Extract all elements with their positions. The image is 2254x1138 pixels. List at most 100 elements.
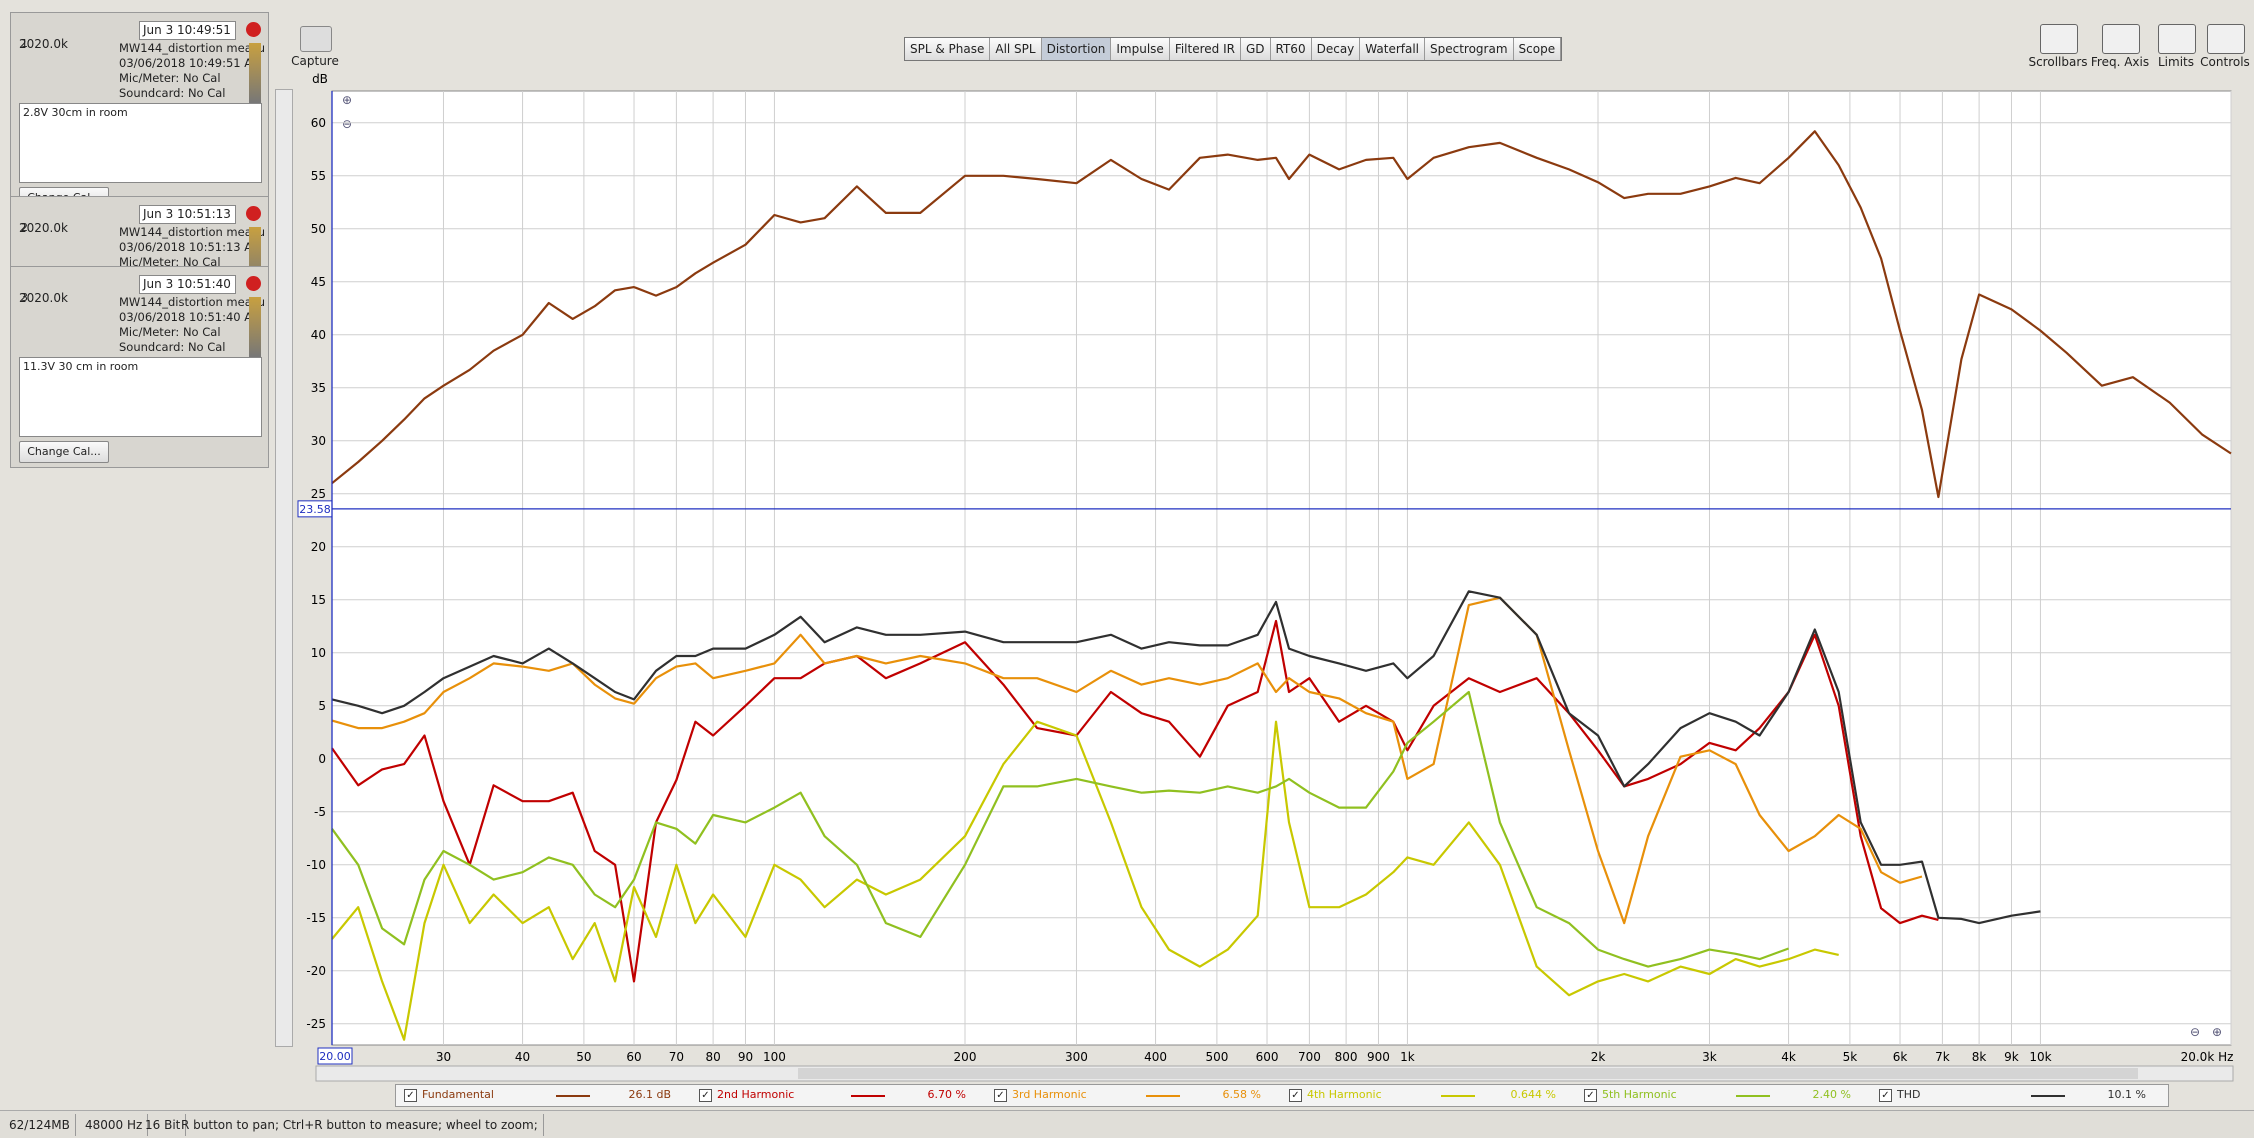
- tab[interactable]: Distortion: [1041, 38, 1112, 60]
- legend-item[interactable]: ✓ 5th Harmonic 2.40 %: [1576, 1085, 1871, 1106]
- thumb-min: 20: [19, 221, 35, 235]
- x-tick-label: 6k: [1893, 1050, 1908, 1064]
- tab[interactable]: GD: [1240, 38, 1271, 60]
- legend-checkbox[interactable]: ✓: [1584, 1089, 1597, 1102]
- legend-checkbox[interactable]: ✓: [1289, 1089, 1302, 1102]
- thumb-min: 20: [19, 291, 35, 305]
- zoom-icon[interactable]: ⊖: [2190, 1025, 2200, 1039]
- legend-item[interactable]: ✓ 3rd Harmonic 6.58 %: [986, 1085, 1281, 1106]
- tab[interactable]: Impulse: [1111, 38, 1170, 60]
- x-tick-label: 5k: [1843, 1050, 1858, 1064]
- measurement-panel: CollapseJun 3 10:49:5112020.0kMW144_dist…: [0, 0, 272, 1060]
- legend-item[interactable]: ✓ 4th Harmonic 0.644 %: [1281, 1085, 1576, 1106]
- y-tick-label: 40: [311, 328, 326, 342]
- legend-item[interactable]: ✓ 2nd Harmonic 6.70 %: [691, 1085, 986, 1106]
- measurement-name: MW144_distortion measu: [119, 295, 266, 309]
- x-tick-label: 10k: [2029, 1050, 2051, 1064]
- thumb-max: 20.0k: [34, 37, 68, 51]
- icon-strip[interactable]: [249, 43, 261, 103]
- zoom-icon[interactable]: ⊕: [2212, 1025, 2222, 1039]
- legend-item[interactable]: ✓ THD 10.1 %: [1871, 1085, 2166, 1106]
- thumb-max: 20.0k: [34, 291, 68, 305]
- legend-readout: 2.40 %: [1812, 1088, 1851, 1101]
- x-tick-label: 7k: [1935, 1050, 1950, 1064]
- legend-swatch: [1441, 1095, 1475, 1097]
- remove-button[interactable]: [246, 206, 261, 221]
- capture-label[interactable]: Capture: [291, 54, 339, 68]
- measurement-soundcard: Soundcard: No Cal: [119, 86, 226, 100]
- y-tick-label: 15: [311, 593, 326, 607]
- remove-button[interactable]: [246, 22, 261, 37]
- measurement-date: 03/06/2018 10:49:51 AM: [119, 56, 263, 70]
- measurement[interactable]: Jun 3 10:51:13 2 2020.0k MW144_distortion m…: [10, 196, 269, 272]
- legend-readout: 0.644 %: [1510, 1088, 1556, 1101]
- scroll-thumb[interactable]: [798, 1068, 2138, 1079]
- legend-swatch: [1736, 1095, 1770, 1097]
- legend-checkbox[interactable]: ✓: [404, 1089, 417, 1102]
- zoom-icon[interactable]: ⊕: [342, 93, 352, 107]
- change-cal-button[interactable]: Change Cal...: [19, 441, 109, 463]
- remove-button[interactable]: [246, 276, 261, 291]
- x-tick-label: 60: [626, 1050, 641, 1064]
- measurement[interactable]: Jun 3 10:51:40 3 2020.0k MW144_distortion m…: [10, 266, 269, 468]
- legend-readout: 6.58 %: [1222, 1088, 1261, 1101]
- x-tick-label: 90: [738, 1050, 753, 1064]
- x-tick-label: 30: [436, 1050, 451, 1064]
- x-tick-label: 1k: [1400, 1050, 1415, 1064]
- icon-strip[interactable]: [249, 227, 261, 271]
- measurement-time[interactable]: Jun 3 10:51:40: [139, 275, 236, 294]
- tab[interactable]: Scope: [1513, 38, 1562, 60]
- measurement-time[interactable]: Jun 3 10:49:51: [139, 21, 236, 40]
- toolbar-label[interactable]: Scrollbars: [2028, 55, 2088, 69]
- toolbar-icon[interactable]: [2102, 24, 2140, 54]
- tab[interactable]: Spectrogram: [1425, 38, 1514, 60]
- toolbar-label[interactable]: Controls: [2200, 55, 2250, 69]
- notes[interactable]: 2.8V 30cm in room: [19, 103, 262, 183]
- y-tick-label: 60: [311, 116, 326, 130]
- toolbar-label[interactable]: Limits: [2158, 55, 2194, 69]
- measurement-mic: Mic/Meter: No Cal: [119, 255, 221, 269]
- toolbar-icon[interactable]: [2207, 24, 2245, 54]
- vertical-scrollbar[interactable]: [275, 89, 293, 1047]
- legend-checkbox[interactable]: ✓: [1879, 1089, 1892, 1102]
- measurement-time[interactable]: Jun 3 10:51:13: [139, 205, 236, 224]
- legend-swatch: [556, 1095, 590, 1097]
- legend-name: 5th Harmonic: [1602, 1088, 1677, 1101]
- status-field: 16 Bit: [140, 1114, 187, 1136]
- tab[interactable]: RT60: [1270, 38, 1312, 60]
- toolbar-label[interactable]: Freq. Axis: [2090, 55, 2150, 69]
- y-tick-label: -15: [306, 911, 326, 925]
- thumbnail: 2020.0k: [19, 37, 68, 51]
- series-line: [331, 619, 1939, 983]
- x-tick-label: 4k: [1781, 1050, 1796, 1064]
- y-tick-label: 55: [311, 169, 326, 183]
- x-tick-label: 300: [1065, 1050, 1088, 1064]
- status-field: 62/124MB: [4, 1114, 76, 1136]
- tab[interactable]: Waterfall: [1360, 38, 1425, 60]
- legend-readout: 26.1 dB: [628, 1088, 671, 1101]
- zoom-icon[interactable]: ⊖: [342, 117, 352, 131]
- legend-item[interactable]: ✓ Fundamental 26.1 dB: [396, 1085, 691, 1106]
- toolbar-icon[interactable]: [2040, 24, 2078, 54]
- legend: ✓ Fundamental 26.1 dB ✓ 2nd Harmonic 6.70 % ✓ 3…: [395, 1084, 2169, 1107]
- tab[interactable]: Decay: [1311, 38, 1361, 60]
- icon-strip[interactable]: [249, 297, 261, 357]
- legend-name: 3rd Harmonic: [1012, 1088, 1087, 1101]
- legend-checkbox[interactable]: ✓: [994, 1089, 1007, 1102]
- measurement-index: 3: [21, 291, 28, 304]
- legend-name: THD: [1897, 1088, 1921, 1101]
- x-tick-label: 50: [576, 1050, 591, 1064]
- legend-readout: 6.70 %: [927, 1088, 966, 1101]
- tab[interactable]: Filtered IR: [1169, 38, 1241, 60]
- chart: ⊕ ⊖ ⊖ ⊕ dB -25 -20 -15 -10 -5 0 5 10 15 20 25 30 35 40…: [297, 72, 2234, 1082]
- measurement-date: 03/06/2018 10:51:13 AM: [119, 240, 263, 254]
- measurement-soundcard: Soundcard: No Cal: [119, 340, 226, 354]
- tab[interactable]: All SPL: [990, 38, 1042, 60]
- legend-checkbox[interactable]: ✓: [699, 1089, 712, 1102]
- notes[interactable]: 11.3V 30 cm in room: [19, 357, 262, 437]
- capture-icon[interactable]: [300, 26, 332, 52]
- toolbar-icon[interactable]: [2158, 24, 2196, 54]
- tab[interactable]: SPL & Phase: [905, 38, 991, 60]
- y-tick-label: 25: [311, 487, 326, 501]
